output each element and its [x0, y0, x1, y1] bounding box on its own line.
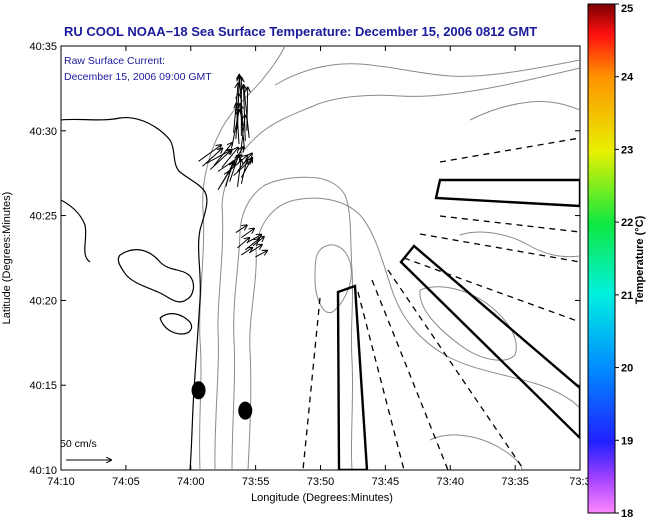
current-vector [244, 86, 250, 138]
x-tick-label: 73:40 [436, 476, 464, 488]
current-vector [243, 85, 245, 141]
radar-beam-outlines [336, 178, 580, 470]
current-annotation-line-1: Raw Surface Current: [64, 55, 165, 67]
current-vector [231, 110, 239, 147]
sector-dashed-lines [302, 137, 580, 470]
y-tick-label: 40:30 [29, 126, 57, 138]
current-vector [241, 248, 252, 256]
colorbar-tick-label: 21 [621, 290, 633, 302]
station-marker [191, 381, 206, 400]
colorbar-tick-label: 22 [621, 217, 633, 229]
colorbar-label: Temperature (°C) [634, 215, 646, 304]
x-tick-label: 74:10 [47, 476, 75, 488]
current-vector [217, 172, 229, 191]
y-tick-label: 40:25 [29, 211, 57, 223]
current-annotation-line-2: December 15, 2006 09:00 GMT [64, 71, 212, 83]
current-vector [202, 148, 222, 167]
y-tick-label: 40:10 [29, 465, 57, 477]
current-vector [247, 88, 248, 131]
x-tick-label: 73:35 [501, 476, 529, 488]
map-layers [61, 46, 580, 470]
scale-vector-label: 50 cm/s [60, 438, 97, 450]
y-tick-label: 40:20 [29, 295, 57, 307]
current-vector [229, 155, 239, 182]
scale-vector: 50 cm/s [60, 438, 111, 460]
colorbar-tick-label: 23 [621, 144, 633, 156]
plot-area [60, 45, 581, 471]
colorbar-tick-label: 24 [621, 72, 634, 84]
station-marker [238, 401, 253, 420]
y-axis-ticks: 40:35 40:30 40:25 40:20 40:15 40:10 [29, 41, 580, 477]
colorbar-tick-label: 19 [621, 435, 633, 447]
colorbar-tick-label: 20 [621, 363, 633, 375]
current-vector [221, 148, 238, 168]
current-vector [237, 238, 249, 249]
current-vector [213, 143, 232, 166]
current-vector [241, 229, 254, 239]
current-vector [255, 251, 267, 258]
y-axis-label: Latitude (Degrees:Minutes) [1, 192, 13, 325]
y-tick-label: 40:15 [29, 380, 57, 392]
station-markers [191, 381, 253, 420]
y-tick-label: 40:35 [29, 41, 57, 53]
x-tick-label: 73:50 [307, 476, 335, 488]
x-axis-ticks: 74:10 74:05 74:00 73:55 73:50 73:45 73:40 73:35… [47, 46, 591, 488]
x-tick-label: 73:45 [372, 476, 400, 488]
current-vector [240, 160, 246, 184]
colorbar-tick-label: 25 [621, 3, 633, 15]
x-tick-label: 73:55 [242, 476, 270, 488]
x-axis-label: Longitude (Degrees:Minutes) [251, 492, 393, 504]
current-vector [236, 160, 241, 187]
current-vectors [198, 75, 268, 258]
current-vector [209, 150, 232, 170]
x-tick-label: 73:3 [569, 476, 590, 488]
chart-title: RU COOL NOAA−18 Sea Surface Temperature:… [64, 24, 537, 39]
colorbar [587, 3, 616, 514]
current-vector [240, 104, 245, 150]
colorbar-tick-label: 18 [621, 508, 633, 518]
x-tick-label: 74:05 [112, 476, 140, 488]
x-tick-label: 74:00 [177, 476, 205, 488]
bathymetry-contours [199, 46, 580, 470]
current-vector [252, 237, 264, 247]
colorbar-ticks: 25 24 23 22 21 20 19 18 [615, 3, 634, 518]
current-vector [235, 225, 247, 233]
coastline [61, 116, 208, 470]
